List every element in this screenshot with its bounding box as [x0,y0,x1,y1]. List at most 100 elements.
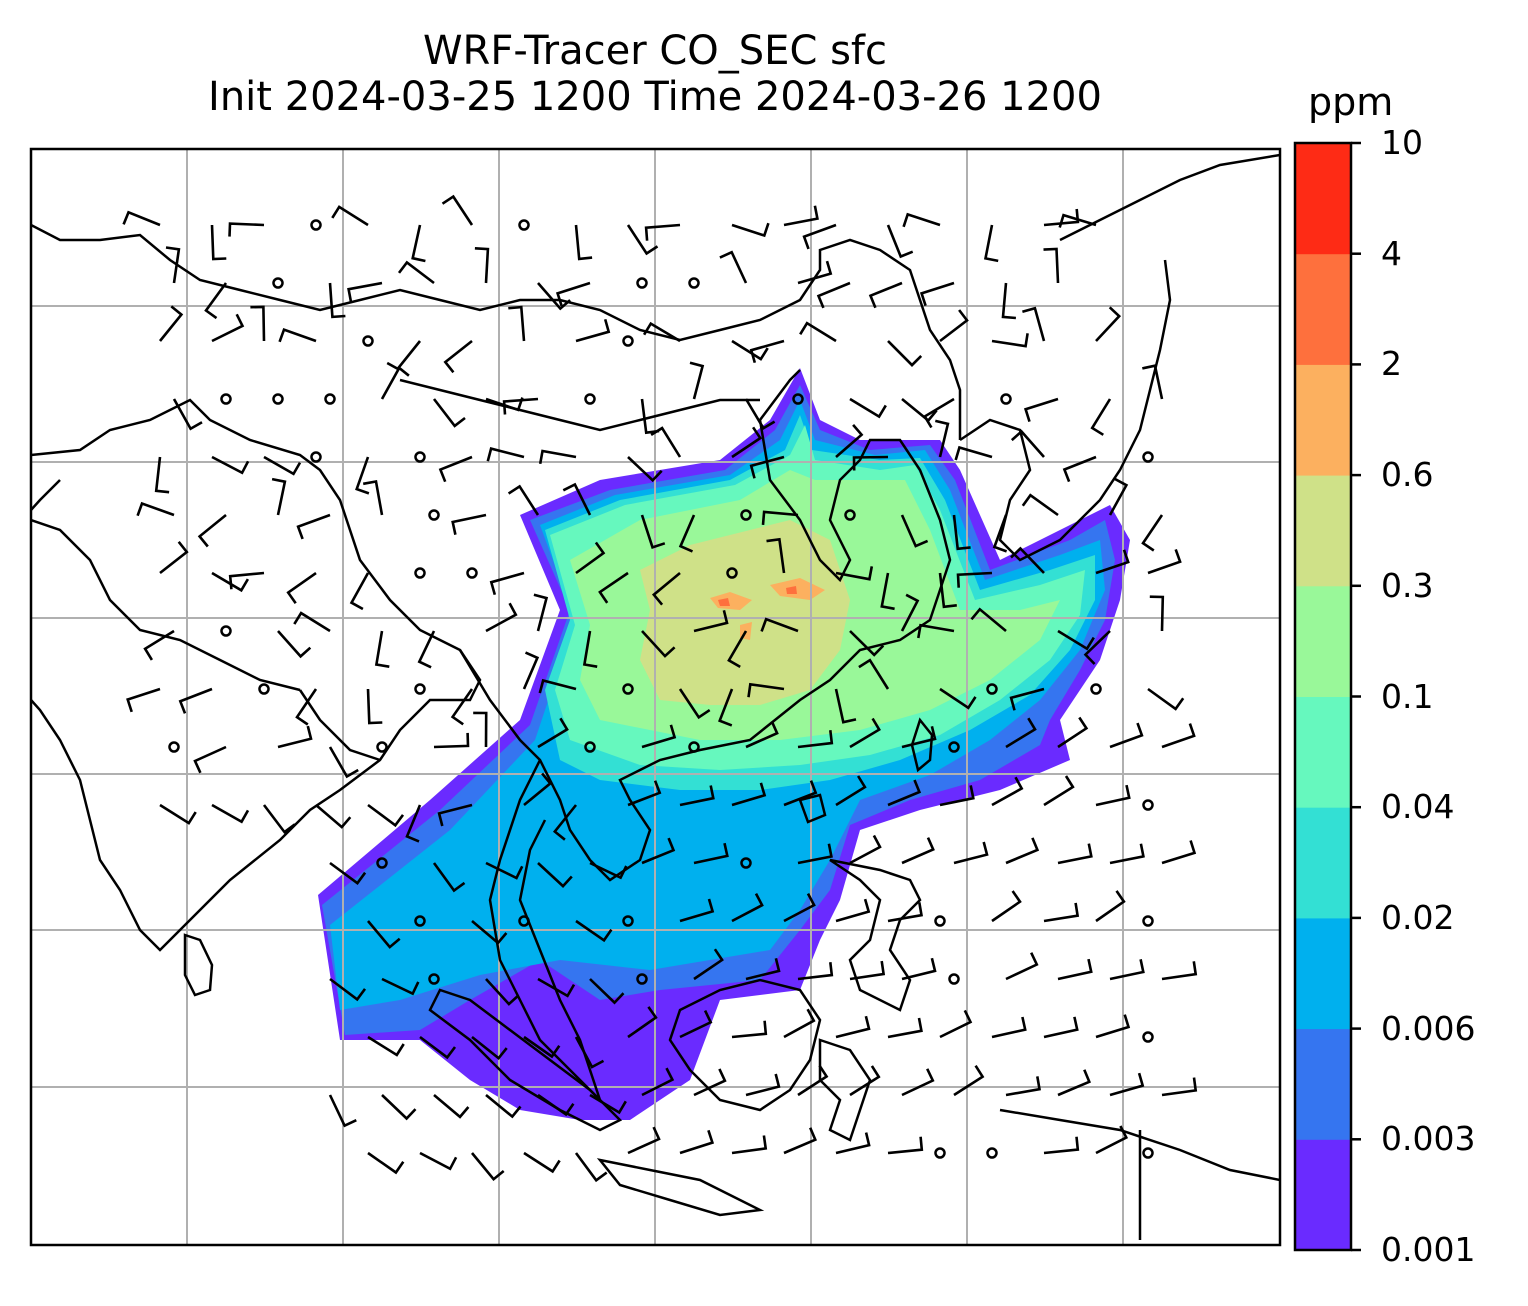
calm-wind-circle [622,335,634,347]
wind-barb [953,841,989,865]
coastline-india [31,398,482,952]
coastline-hainan [798,793,827,824]
wind-barb [992,514,1008,553]
wind-barb [679,898,715,923]
gridlines [31,149,1280,1245]
wind-barb [419,1151,458,1171]
wind-barb [802,223,837,250]
colorbar-band-7 [1295,364,1351,476]
wind-barb [296,513,331,540]
wind-barb [538,678,577,694]
wind-barb [1095,784,1131,807]
wind-barb [679,785,715,807]
wind-barb [523,1035,561,1059]
wind-barb [678,514,696,553]
wind-barb [575,318,611,343]
colorbar-tick-label: 4 [1381,233,1402,273]
wind-barb [939,785,975,807]
wind-barb [1043,247,1060,284]
calm-wind-circle [272,277,284,289]
coastline-korea-japan [959,259,1172,562]
wind-barb [1057,716,1089,749]
wind-barb [537,862,573,888]
wind-barb [374,630,390,668]
wind-barb [954,445,993,461]
wind-barb [555,281,591,307]
calm-wind-circle [1142,799,1154,811]
wind-barb [485,978,520,1006]
wind-barb [589,1093,627,1115]
wind-barb [991,333,1029,348]
wind-barb [718,688,734,727]
wind-barb [574,224,593,261]
wind-barb [731,1020,768,1039]
wind-barb [470,1152,505,1182]
calm-wind-circle [414,567,426,579]
wind-barb [849,960,886,981]
wind-barb [286,571,317,604]
coastline-philippines [829,858,922,1012]
colorbar-band-1 [1295,1028,1351,1140]
field-0.3 [640,520,850,705]
wind-barb [1147,548,1182,575]
wind-barb [991,890,1022,923]
wind-barb [970,607,1007,633]
wind-barb [419,1035,457,1060]
wind-barb [417,630,436,669]
wind-barb [644,223,681,241]
wind-barb [1083,630,1111,665]
wind-barb [380,361,401,400]
colorbar-band-3 [1295,807,1351,919]
wind-barb [438,455,473,483]
wind-barb [901,957,937,981]
border-china-north [31,223,962,440]
calm-wind-circle [584,393,596,405]
wind-barb [783,1008,816,1039]
calm-wind-circle [220,393,232,405]
calm-wind-circle [376,741,388,753]
wind-barb [411,224,426,263]
wind-barb [250,305,266,342]
wind-barb [902,212,941,228]
wind-barb [1009,687,1045,711]
wind-barb [1062,455,1097,483]
wind-barb [1043,1136,1080,1155]
wind-barb [1147,687,1185,711]
calm-wind-circle [428,973,440,985]
wind-barb [367,920,401,949]
wind-barb [835,1132,871,1155]
wind-barb [641,724,677,749]
wind-barb [745,720,779,749]
wind-barb [367,1151,405,1175]
wind-barb [901,837,935,865]
wind-barb [952,514,971,551]
wind-barb [159,540,189,575]
wind-barb [731,1135,768,1155]
wind-barb [956,571,993,588]
wind-barb [598,571,629,604]
wind-barb [627,456,663,483]
wind-barb [523,1151,561,1174]
wind-barb [627,1126,661,1155]
wind-barb [328,282,346,319]
wind-barb [193,745,227,774]
chart-title-line1: WRF-Tracer CO_SEC sfc [422,28,888,74]
wind-barb [315,804,352,829]
wind-barb [849,717,881,749]
wind-barb [1161,961,1198,981]
wind-barb [1095,306,1122,342]
calm-wind-circle [584,741,596,753]
wind-barb [575,919,613,943]
wind-barb [537,717,569,749]
calm-wind-circle [622,915,634,927]
wind-barb [887,1017,923,1039]
wind-barb [783,780,818,807]
wind-barb [211,455,250,475]
colorbar-tick-label: 10 [1381,123,1423,162]
wind-barb [165,246,181,284]
wind-barb [474,247,490,284]
border-west [31,479,301,692]
wind-barb [328,746,359,779]
colorbar-tick-label: 0.006 [1381,1008,1476,1048]
